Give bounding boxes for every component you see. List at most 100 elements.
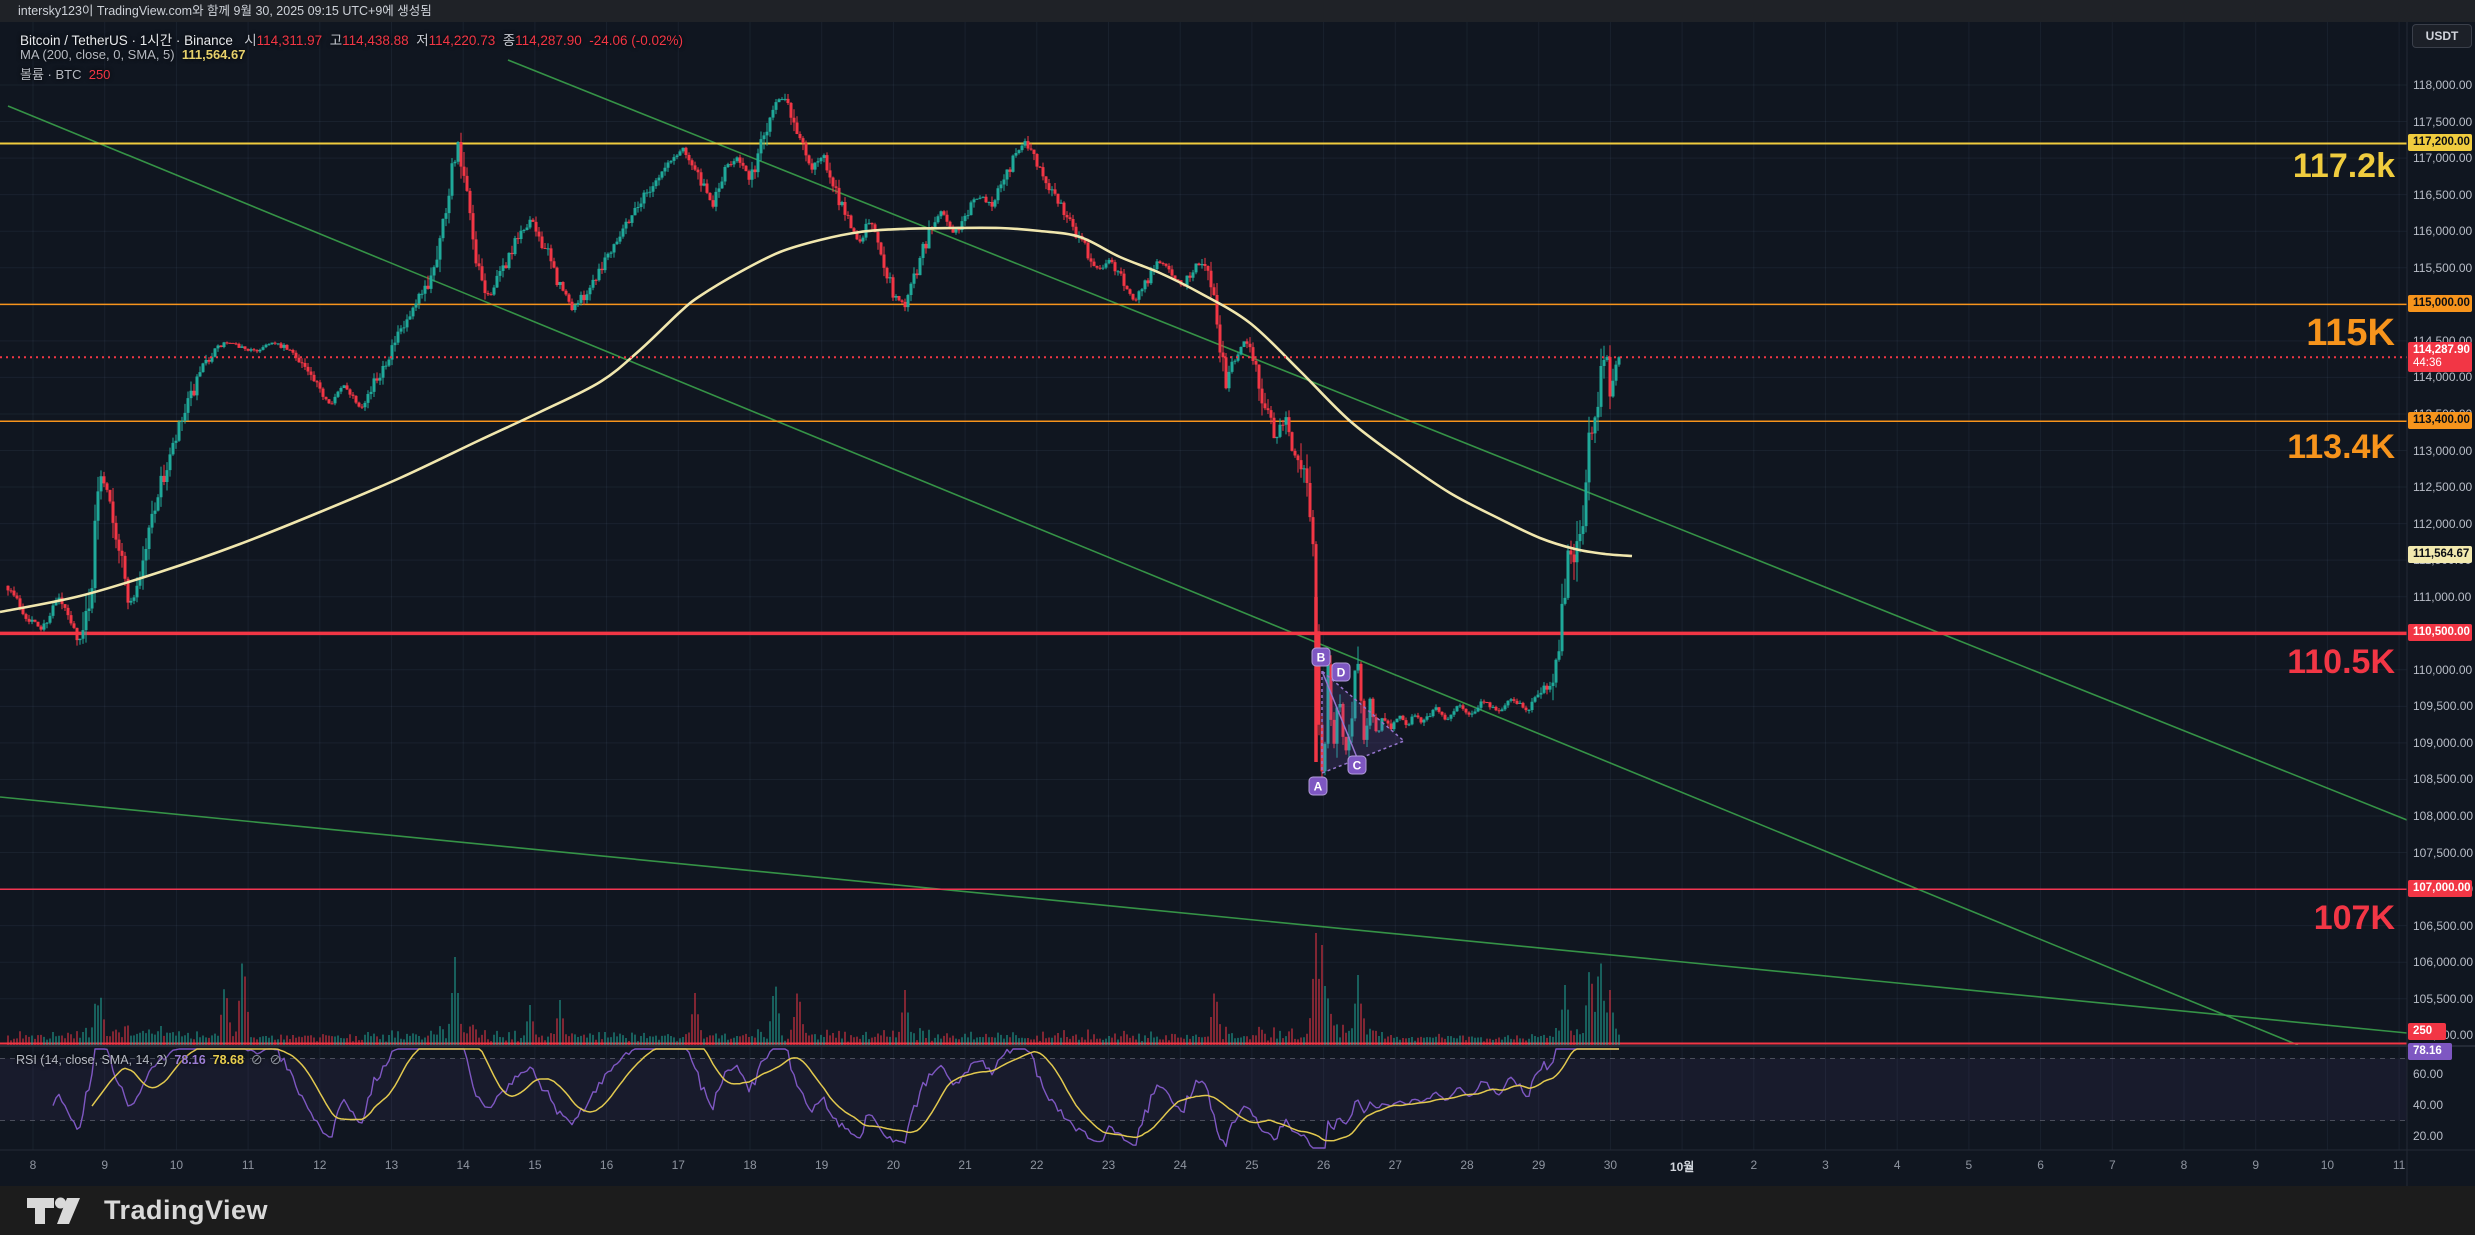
time-tick-label: 8 xyxy=(2180,1158,2188,1172)
time-tick-label: 30 xyxy=(1603,1158,1618,1172)
svg-text:A: A xyxy=(1314,780,1323,794)
ma-legend-row[interactable]: MA (200, close, 0, SMA, 5) 111,564.67 xyxy=(20,47,246,62)
time-tick-label: 9 xyxy=(2252,1158,2260,1172)
time-tick-label: 11 xyxy=(241,1158,255,1172)
time-tick-label: 4 xyxy=(1893,1158,1901,1172)
high-label: 고 xyxy=(329,33,343,48)
time-tick-label: 2 xyxy=(1750,1158,1758,1172)
time-tick-label: 20 xyxy=(886,1158,901,1172)
current-price-badge: 114,287.90 44:36 xyxy=(2408,342,2472,373)
ma-label: MA (200, close, 0, SMA, 5) xyxy=(20,47,175,62)
price-tick-label: 109,500.00 xyxy=(2413,699,2474,714)
time-tick-label: 10월 xyxy=(1669,1160,1695,1174)
rsi-value-badge: 78.16 xyxy=(2408,1043,2452,1060)
time-tick-label: 26 xyxy=(1316,1158,1331,1172)
symbol-legend-row[interactable]: Bitcoin / TetherUS · 1시간 · Binance 시114,… xyxy=(20,29,683,49)
time-tick-label: 16 xyxy=(599,1158,614,1172)
svg-text:C: C xyxy=(1353,759,1362,773)
rsi-label: RSI (14, close, SMA, 14, 2) xyxy=(16,1053,168,1067)
open-value: 114,311.97 xyxy=(256,33,323,48)
time-tick-label: 10 xyxy=(169,1158,184,1172)
time-tick-label: 29 xyxy=(1532,1158,1546,1172)
price-tick-label: 118,000.00 xyxy=(2413,78,2473,92)
rsi-ma-value: 78.68 xyxy=(212,1053,244,1067)
time-tick-label: 23 xyxy=(1101,1158,1116,1172)
time-tick-label: 27 xyxy=(1388,1158,1402,1172)
rsi-value: 78.16 xyxy=(174,1053,206,1067)
time-tick-label: 9 xyxy=(101,1158,109,1172)
price-level-badge: 110,500.00 xyxy=(2408,624,2472,642)
price-tick-label: 112,000.00 xyxy=(2413,516,2473,531)
time-tick-label: 14 xyxy=(456,1158,470,1172)
price-level-badge: 115,000.00 xyxy=(2408,295,2472,313)
time-tick-label: 13 xyxy=(384,1158,399,1172)
high-value: 114,438.88 xyxy=(342,33,409,48)
price-level-badge: 117,200.00 xyxy=(2408,134,2472,152)
time-tick-label: 19 xyxy=(815,1158,829,1172)
ma-value: 111,564.67 xyxy=(181,47,246,62)
price-level-badge: 250 xyxy=(2408,1023,2446,1040)
time-tick-label: 3 xyxy=(1822,1158,1829,1172)
price-tick-label: 117,500.00 xyxy=(2413,114,2473,129)
footer-bar: TradingView xyxy=(0,1186,2475,1235)
price-tick-label: 108,000.00 xyxy=(2413,809,2474,823)
hidden-plot-icon[interactable]: ⊘ xyxy=(269,1051,282,1067)
price-tick-label: 113,000.00 xyxy=(2413,443,2473,458)
price-tick-label: 109,000.00 xyxy=(2413,735,2474,750)
pattern-point-a[interactable]: A xyxy=(1308,776,1328,796)
pattern-point-b[interactable]: B xyxy=(1311,647,1331,667)
drawn-price-label[interactable]: 110.5K xyxy=(2287,643,2395,681)
time-tick-label: 18 xyxy=(743,1158,757,1172)
time-tick-label: 22 xyxy=(1030,1158,1044,1172)
volume-value: 250 xyxy=(88,67,111,82)
price-tick-label: 105,500.00 xyxy=(2413,991,2474,1006)
price-level-badge: 111,564.67 xyxy=(2408,546,2472,564)
price-tick-label: 107,500.00 xyxy=(2413,845,2474,860)
price-tick-label: 110,000.00 xyxy=(2413,662,2473,677)
svg-text:B: B xyxy=(1317,651,1326,665)
time-tick-label: 11 xyxy=(2392,1158,2406,1172)
price-tick-label: 115,500.00 xyxy=(2413,260,2473,275)
price-tick-label: 108,500.00 xyxy=(2413,772,2474,787)
price-level-badge: 113,400.00 xyxy=(2408,412,2472,430)
hidden-plot-icon[interactable]: ⊘ xyxy=(250,1051,263,1067)
drawn-price-label[interactable]: 107K xyxy=(2313,899,2395,937)
attribution-text: intersky123이 TradingView.com와 함께 9월 30, … xyxy=(18,4,432,18)
pattern-point-d[interactable]: D xyxy=(1331,662,1351,682)
time-tick-label: 6 xyxy=(2037,1158,2044,1172)
rsi-tick-label: 20.00 xyxy=(2413,1129,2444,1143)
drawn-price-label[interactable]: 113.4K xyxy=(2287,428,2395,466)
rsi-tick-label: 60.00 xyxy=(2413,1067,2444,1081)
price-tick-label: 106,500.00 xyxy=(2413,918,2474,933)
time-tick-label: 8 xyxy=(29,1158,37,1172)
rsi-legend-row[interactable]: RSI (14, close, SMA, 14, 2) 78.16 78.68 … xyxy=(16,1051,281,1068)
time-tick-label: 24 xyxy=(1173,1158,1187,1172)
low-label: 저 xyxy=(416,33,429,48)
time-tick-label: 10 xyxy=(2320,1158,2335,1172)
close-label: 종 xyxy=(502,33,516,48)
volume-label: 볼륨 · BTC xyxy=(20,67,82,82)
low-value: 114,220.73 xyxy=(428,33,496,48)
change-value: -24.06 (-0.02%) xyxy=(589,33,684,48)
price-tick-label: 117,000.00 xyxy=(2413,151,2473,166)
time-tick-label: 7 xyxy=(2108,1158,2116,1172)
close-value: 114,287.90 xyxy=(515,33,582,48)
open-label: 시 xyxy=(244,33,257,48)
price-tick-label: 106,000.00 xyxy=(2413,955,2474,970)
price-level-badge: 107,000.00 xyxy=(2408,880,2472,898)
rsi-tick-label: 40.00 xyxy=(2413,1098,2444,1112)
tradingview-logo-icon[interactable] xyxy=(26,1196,90,1226)
volume-legend-row[interactable]: 볼륨 · BTC 250 xyxy=(20,64,110,83)
pattern-point-c[interactable]: C xyxy=(1347,755,1367,775)
drawn-price-label[interactable]: 117.2k xyxy=(2292,147,2395,185)
tradingview-wordmark[interactable]: TradingView xyxy=(104,1195,269,1225)
symbol-title: Bitcoin / TetherUS · 1시간 · Binance xyxy=(20,33,233,48)
time-tick-label: 12 xyxy=(313,1158,327,1172)
drawn-price-label[interactable]: 115K xyxy=(2306,312,2395,354)
time-tick-label: 5 xyxy=(1965,1158,1973,1172)
price-tick-label: 114,000.00 xyxy=(2413,370,2473,385)
time-tick-label: 15 xyxy=(528,1158,542,1172)
currency-toggle-button[interactable]: USDT xyxy=(2412,24,2472,48)
